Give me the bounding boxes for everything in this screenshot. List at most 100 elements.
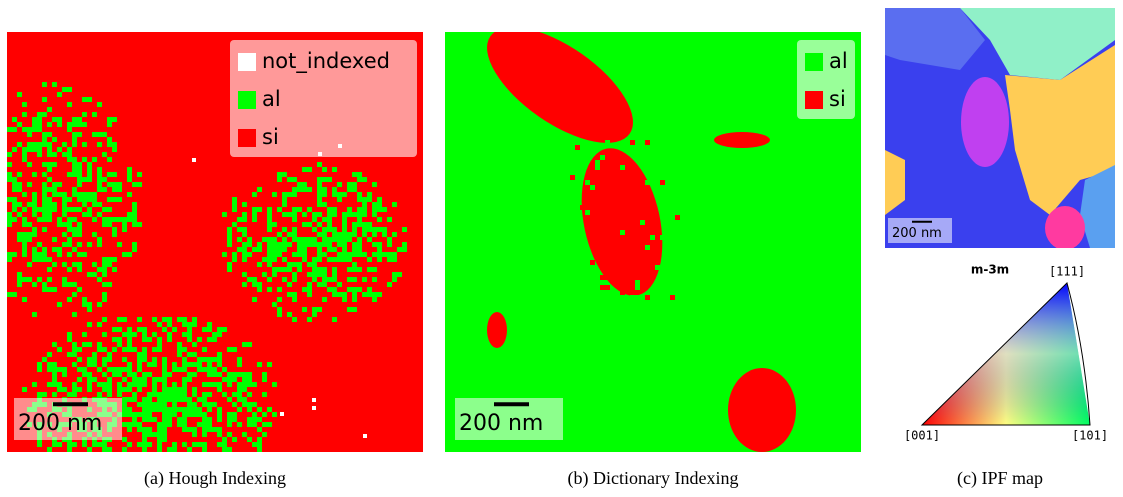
- pixel: [32, 192, 37, 197]
- pixel: [107, 182, 112, 187]
- pixel: [292, 317, 297, 322]
- pixel: [142, 427, 147, 432]
- pixel: [620, 230, 625, 235]
- pixel: [187, 412, 192, 417]
- pixel: [382, 207, 387, 212]
- pixel: [117, 382, 122, 387]
- pixel: [112, 327, 117, 332]
- pixel: [112, 257, 117, 262]
- pixel: [262, 422, 267, 427]
- pixel: [242, 387, 247, 392]
- pixel: [337, 192, 342, 197]
- pixel: [272, 222, 277, 227]
- pixel: [182, 422, 187, 427]
- pixel: [217, 407, 222, 412]
- pixel: [615, 200, 620, 205]
- pixel: [630, 140, 635, 145]
- pixel: [122, 447, 127, 452]
- pixel: [157, 402, 162, 407]
- pixel: [152, 407, 157, 412]
- pixel: [37, 117, 42, 122]
- pixel: [222, 377, 227, 382]
- pixel: [132, 417, 137, 422]
- pixel: [362, 227, 367, 232]
- pixel: [307, 222, 312, 227]
- pixel: [312, 242, 317, 247]
- pixel: [192, 372, 197, 377]
- pixel: [327, 257, 332, 262]
- pixel: [232, 412, 237, 417]
- pixel: [172, 392, 177, 397]
- pixel: [72, 232, 77, 237]
- pixel: [12, 182, 17, 187]
- pixel: [252, 417, 257, 422]
- pixel: [82, 332, 87, 337]
- pixel: [192, 432, 197, 437]
- pixel: [362, 212, 367, 217]
- pixel: [257, 362, 262, 367]
- pixel: [347, 267, 352, 272]
- pixel: [212, 337, 217, 342]
- pixel: [302, 247, 307, 252]
- pixel: [182, 397, 187, 402]
- pixel: [137, 172, 142, 177]
- pixel: [67, 297, 72, 302]
- pixel: [645, 265, 650, 270]
- pixel: [327, 217, 332, 222]
- pixel: [352, 222, 357, 227]
- pixel: [317, 187, 322, 192]
- pixel: [640, 245, 645, 250]
- pixel: [322, 282, 327, 287]
- pixel: [77, 377, 82, 382]
- pixel: [287, 282, 292, 287]
- pixel: [257, 417, 262, 422]
- scale-label: 200 nm: [892, 226, 942, 241]
- pixel: [107, 367, 112, 372]
- pixel: [217, 327, 222, 332]
- pixel: [660, 235, 665, 240]
- pixel: [107, 157, 112, 162]
- pixel: [247, 342, 252, 347]
- pixel: [112, 197, 117, 202]
- pixel: [292, 217, 297, 222]
- pixel: [357, 197, 362, 202]
- pixel: [267, 407, 272, 412]
- pixel: [282, 267, 287, 272]
- pixel: [27, 277, 32, 282]
- legend-label: si: [262, 125, 279, 149]
- pixel: [237, 237, 242, 242]
- pixel: [17, 277, 22, 282]
- pixel: [232, 402, 237, 407]
- pixel: [197, 422, 202, 427]
- pixel: [87, 302, 92, 307]
- pixel: [132, 412, 137, 417]
- pixel: [137, 367, 142, 372]
- pixel: [327, 212, 332, 217]
- pixel: [362, 277, 367, 282]
- pixel: [187, 407, 192, 412]
- pixel: [302, 257, 307, 262]
- pixel: [187, 377, 192, 382]
- pixel: [192, 392, 197, 397]
- pixel: [222, 367, 227, 372]
- pixel: [197, 357, 202, 362]
- pixel: [42, 137, 47, 142]
- pixel: [317, 252, 322, 257]
- pixel: [327, 242, 332, 247]
- pixel: [52, 192, 57, 197]
- pixel: [322, 237, 327, 242]
- pixel: [187, 397, 192, 402]
- pixel: [297, 242, 302, 247]
- pixel: [282, 172, 287, 177]
- pixel: [12, 187, 17, 192]
- pixel: [615, 185, 620, 190]
- pixel: [172, 407, 177, 412]
- pixel: [37, 242, 42, 247]
- pixel: [232, 417, 237, 422]
- pixel: [317, 282, 322, 287]
- pixel: [332, 207, 337, 212]
- pixel: [107, 117, 112, 122]
- pixel: [337, 282, 342, 287]
- pixel: [297, 207, 302, 212]
- pixel: [237, 372, 242, 377]
